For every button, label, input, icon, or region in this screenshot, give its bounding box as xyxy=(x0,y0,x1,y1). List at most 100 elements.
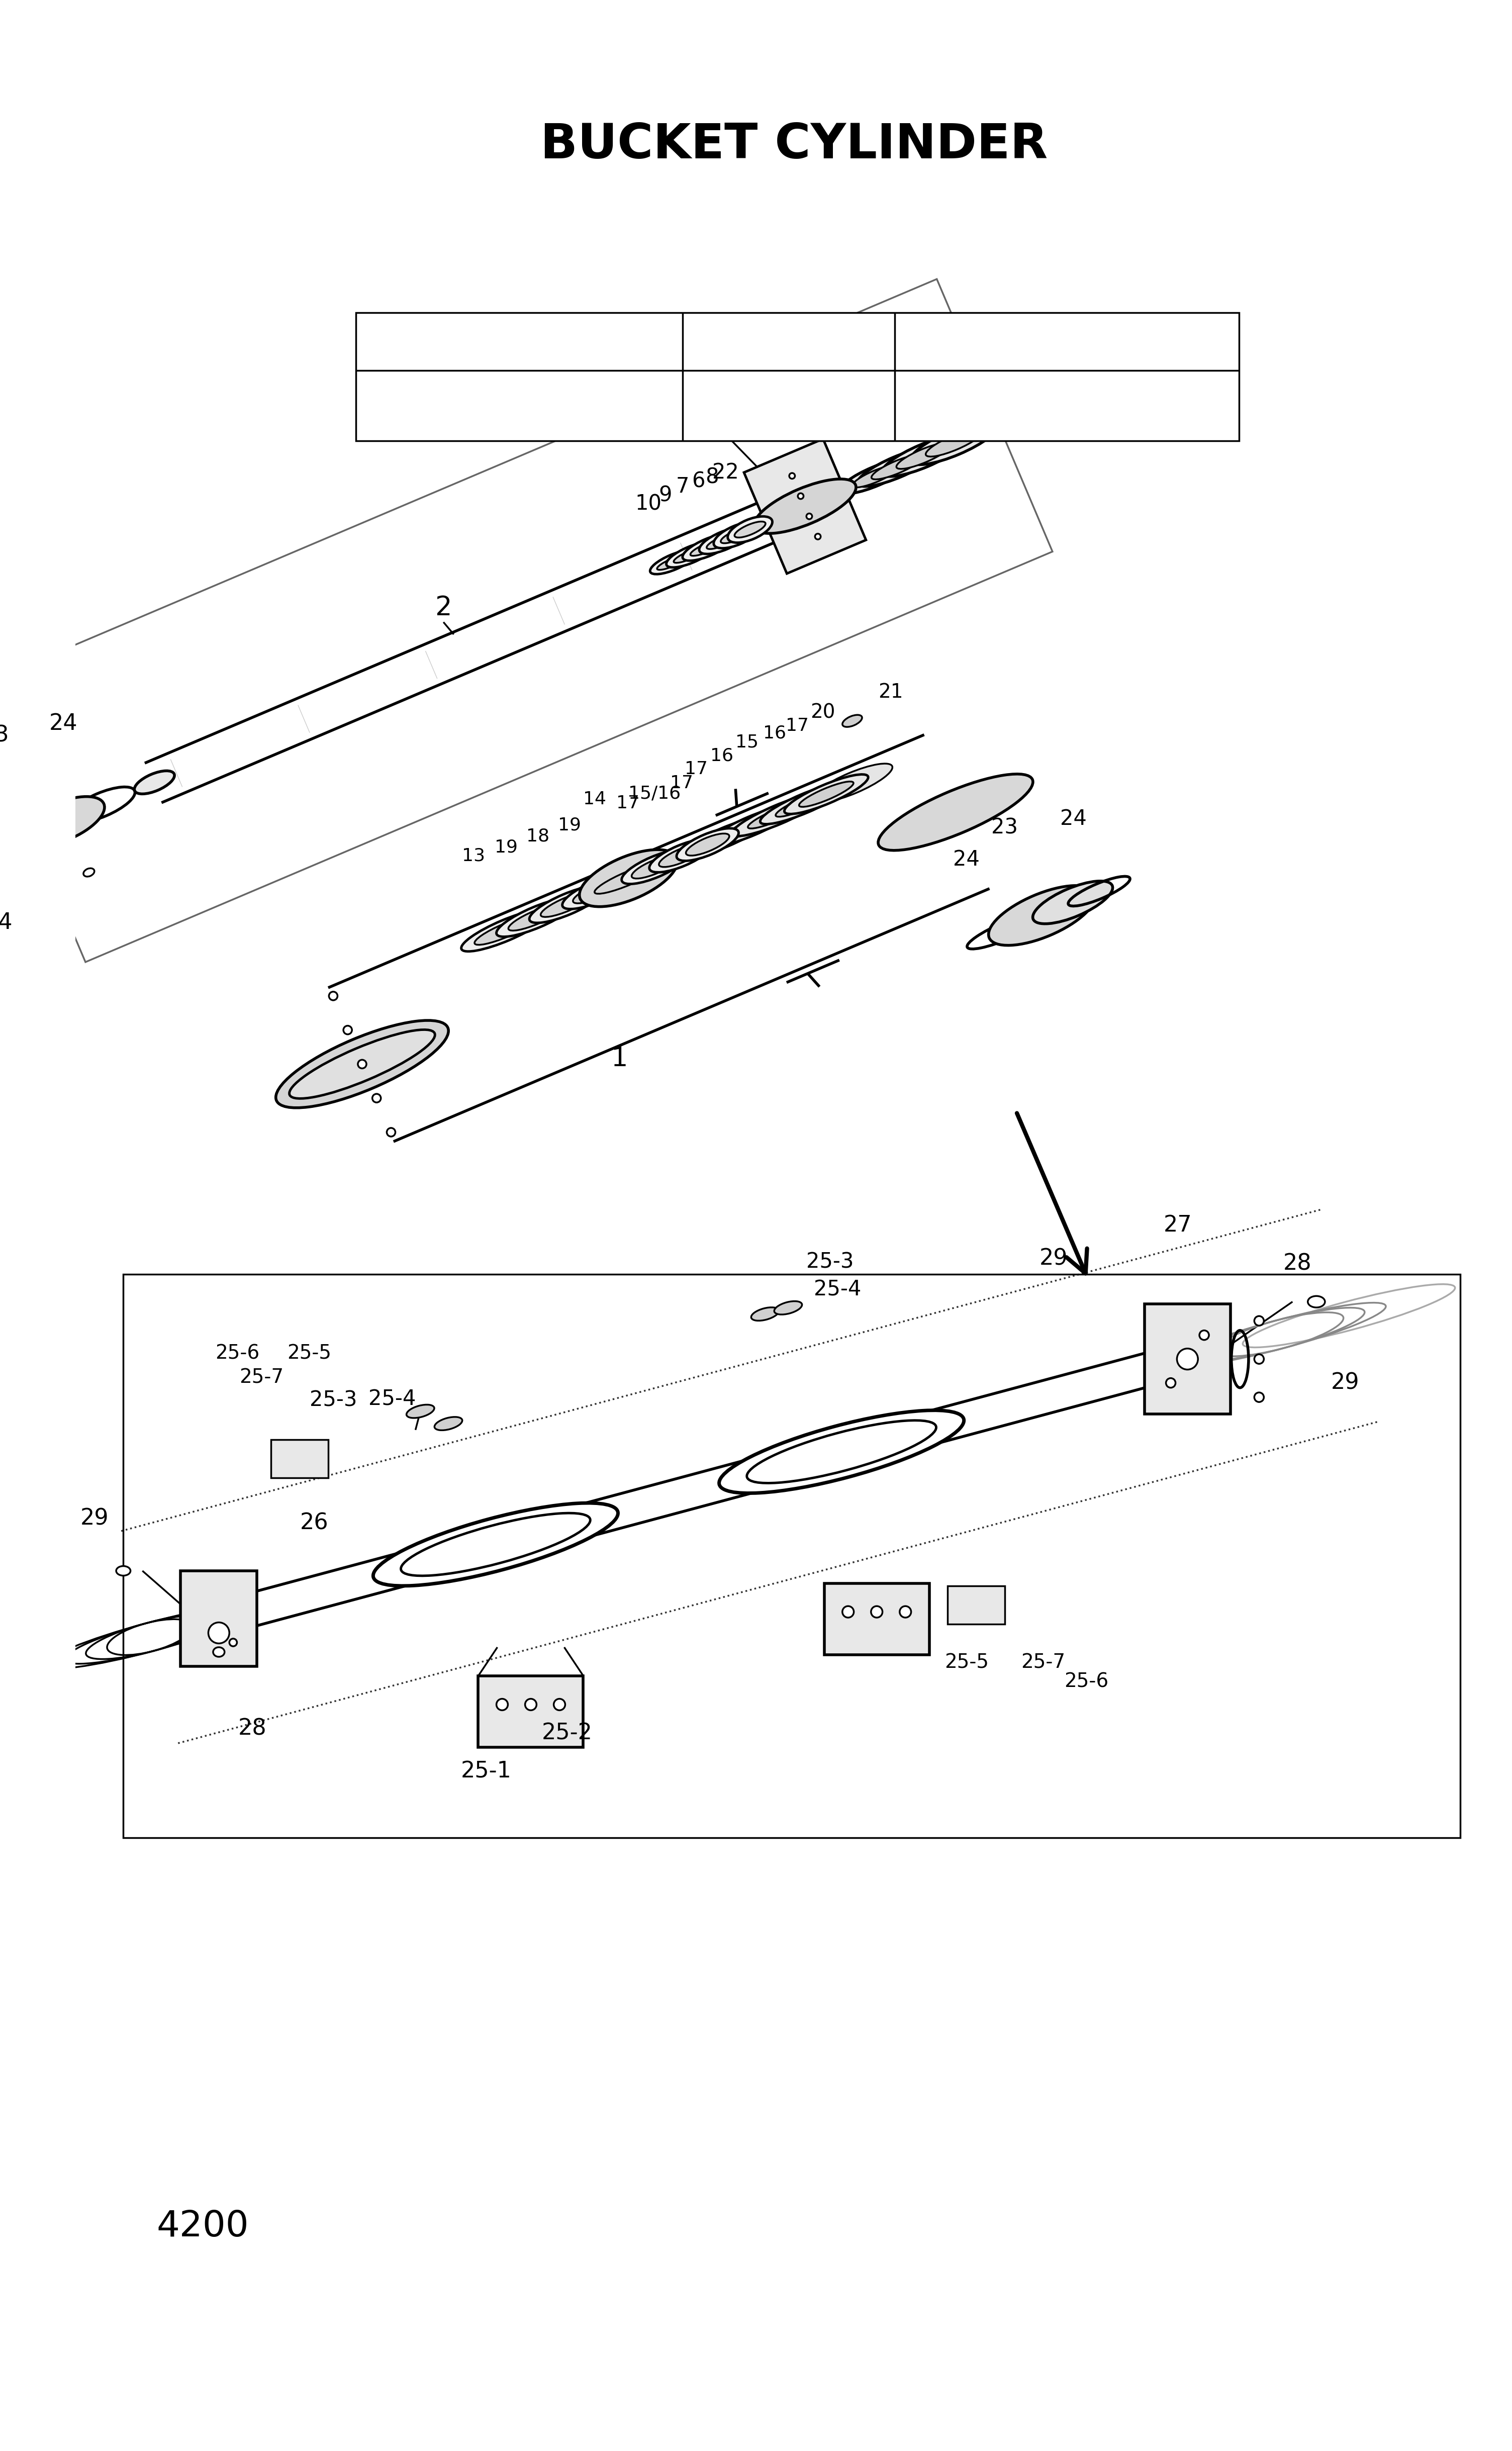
Ellipse shape xyxy=(798,782,853,806)
Ellipse shape xyxy=(691,539,726,556)
Text: 28: 28 xyxy=(1284,1252,1311,1275)
Ellipse shape xyxy=(475,917,537,944)
Ellipse shape xyxy=(853,466,898,488)
Text: 31Y1-15705: 31Y1-15705 xyxy=(727,395,850,417)
Ellipse shape xyxy=(1308,1297,1325,1306)
Text: 20: 20 xyxy=(810,703,835,723)
Ellipse shape xyxy=(910,422,998,466)
Text: 13: 13 xyxy=(463,848,485,865)
Ellipse shape xyxy=(708,806,795,846)
Ellipse shape xyxy=(209,1623,230,1645)
Text: 4200: 4200 xyxy=(157,2208,249,2245)
Bar xyxy=(1145,1304,1231,1414)
Ellipse shape xyxy=(774,1301,801,1314)
Ellipse shape xyxy=(706,532,741,549)
Text: 22: 22 xyxy=(712,461,739,483)
Ellipse shape xyxy=(401,1512,590,1576)
Ellipse shape xyxy=(358,1059,366,1069)
Text: 6~9, 11, 12, 15~19, 28: 6~9, 11, 12, 15~19, 28 xyxy=(947,395,1187,417)
Ellipse shape xyxy=(434,1417,463,1431)
Text: 11: 11 xyxy=(850,377,877,400)
Text: 24: 24 xyxy=(953,848,980,870)
Bar xyxy=(124,1275,1461,1838)
Ellipse shape xyxy=(735,522,765,537)
Text: 4: 4 xyxy=(883,363,895,385)
Text: 24: 24 xyxy=(1060,809,1087,828)
Text: 7: 7 xyxy=(676,475,689,498)
Ellipse shape xyxy=(1255,1316,1264,1326)
Ellipse shape xyxy=(815,534,821,539)
Text: 10: 10 xyxy=(635,493,662,515)
Text: 23: 23 xyxy=(0,725,9,748)
Ellipse shape xyxy=(798,493,803,500)
Ellipse shape xyxy=(343,1025,352,1034)
Ellipse shape xyxy=(372,1093,381,1103)
Ellipse shape xyxy=(230,1640,237,1647)
Text: 1: 1 xyxy=(611,1047,627,1071)
Ellipse shape xyxy=(881,436,966,475)
Ellipse shape xyxy=(1176,1348,1198,1370)
Ellipse shape xyxy=(541,892,593,917)
Text: 27: 27 xyxy=(1164,1216,1191,1235)
Text: 25-6: 25-6 xyxy=(215,1343,260,1363)
Text: 25: 25 xyxy=(871,355,901,380)
Ellipse shape xyxy=(897,444,951,468)
Ellipse shape xyxy=(621,850,688,885)
Ellipse shape xyxy=(330,993,337,1000)
Text: 19: 19 xyxy=(558,816,581,833)
Ellipse shape xyxy=(407,1404,434,1419)
Ellipse shape xyxy=(525,1699,537,1711)
Text: 25-4: 25-4 xyxy=(813,1279,862,1299)
Ellipse shape xyxy=(674,547,708,564)
Ellipse shape xyxy=(878,775,1033,850)
Text: 16: 16 xyxy=(764,725,786,743)
Text: BUCKET CYLINDER: BUCKET CYLINDER xyxy=(540,123,1048,169)
Ellipse shape xyxy=(496,897,576,936)
Text: 14: 14 xyxy=(584,792,606,806)
Text: 25-3: 25-3 xyxy=(310,1390,357,1412)
Ellipse shape xyxy=(900,1605,912,1618)
Text: 9: 9 xyxy=(659,485,673,505)
Bar xyxy=(824,1583,930,1654)
Ellipse shape xyxy=(573,880,623,904)
Ellipse shape xyxy=(650,549,696,574)
Text: 17: 17 xyxy=(617,794,640,811)
Text: Included item: Included item xyxy=(995,331,1139,353)
Ellipse shape xyxy=(676,828,739,860)
Ellipse shape xyxy=(683,816,767,858)
Ellipse shape xyxy=(373,1502,618,1586)
Ellipse shape xyxy=(213,1647,225,1657)
Text: 22: 22 xyxy=(718,422,745,441)
Ellipse shape xyxy=(789,473,795,478)
Text: 16: 16 xyxy=(711,748,733,765)
Text: 29: 29 xyxy=(1040,1248,1067,1270)
Ellipse shape xyxy=(748,801,807,828)
Ellipse shape xyxy=(732,794,824,836)
Text: 25-3: 25-3 xyxy=(806,1252,854,1272)
Text: Description: Description xyxy=(460,331,579,353)
Ellipse shape xyxy=(871,456,924,480)
Text: 24: 24 xyxy=(0,912,12,934)
Text: 29: 29 xyxy=(80,1507,109,1529)
Ellipse shape xyxy=(686,833,729,855)
Ellipse shape xyxy=(289,1029,435,1098)
Bar xyxy=(180,1571,257,1667)
Ellipse shape xyxy=(744,515,779,534)
Text: 25-2: 25-2 xyxy=(541,1723,593,1745)
Text: 6: 6 xyxy=(692,471,705,493)
Ellipse shape xyxy=(387,1127,395,1137)
Text: 25-5: 25-5 xyxy=(287,1343,331,1363)
Ellipse shape xyxy=(806,512,812,520)
Ellipse shape xyxy=(699,824,753,850)
Ellipse shape xyxy=(699,527,748,554)
Ellipse shape xyxy=(553,1699,565,1711)
Ellipse shape xyxy=(461,909,549,951)
Ellipse shape xyxy=(1255,1355,1264,1363)
Text: 5: 5 xyxy=(912,348,925,370)
Ellipse shape xyxy=(579,850,677,907)
Text: 19: 19 xyxy=(494,838,517,855)
Ellipse shape xyxy=(727,517,773,542)
Ellipse shape xyxy=(649,838,714,873)
Text: 25-7: 25-7 xyxy=(1021,1652,1066,1672)
Ellipse shape xyxy=(871,1605,883,1618)
